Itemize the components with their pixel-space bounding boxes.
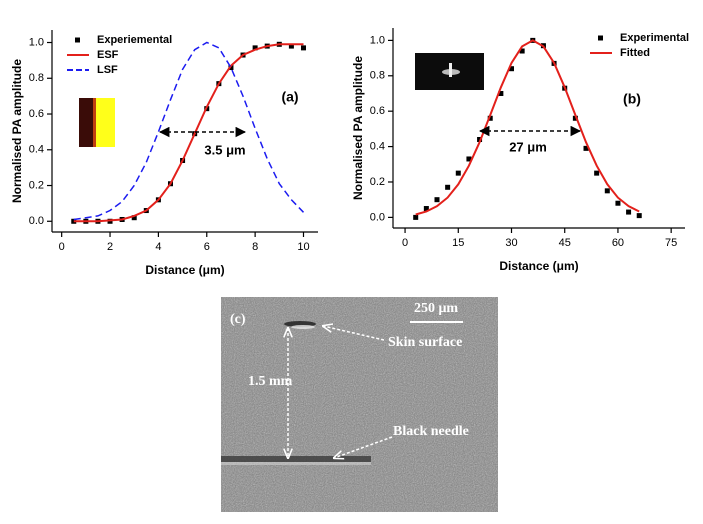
y-tick-label: 0.8 [29, 72, 44, 84]
legend-label: LSF [97, 64, 118, 76]
data-point [228, 65, 234, 71]
data-point [509, 66, 515, 72]
inset-image-a [79, 98, 115, 147]
series-line [73, 43, 304, 223]
data-point [519, 48, 525, 54]
y-tick-label: 0.2 [29, 179, 44, 191]
data-point [71, 218, 77, 224]
data-point [423, 206, 429, 212]
x-tick-label: 60 [612, 237, 624, 249]
data-point [445, 184, 451, 190]
y-tick-label: 0.6 [29, 108, 44, 120]
data-point [466, 156, 472, 162]
data-point [636, 213, 642, 219]
x-tick-label: 8 [252, 241, 258, 253]
surface-label: Skin surface [388, 335, 462, 350]
data-point [594, 170, 600, 176]
data-point [252, 45, 258, 51]
data-point [498, 90, 504, 96]
y-tick-label: 1.0 [29, 36, 44, 48]
y-tick-label: 0.6 [370, 105, 385, 117]
x-tick-label: 75 [665, 237, 677, 249]
data-point [434, 197, 440, 203]
x-tick-label: 0 [59, 241, 65, 253]
scale-bar-label: 250 μm [414, 301, 458, 316]
panel-label: (a) [281, 89, 298, 105]
legend-label: ESF [97, 49, 119, 61]
legend-marker [598, 35, 603, 41]
y-tick-label: 1.0 [370, 34, 385, 46]
panel-label: (b) [623, 91, 641, 107]
y-tick-label: 0.8 [370, 70, 385, 82]
legend-label: Experiemental [97, 34, 172, 46]
data-point [477, 137, 483, 143]
x-tick-label: 4 [155, 241, 161, 253]
image-panel: (c) 250 μm Skin surface 1.5 mm Black nee… [221, 297, 498, 512]
y-tick-label: 0.4 [29, 144, 44, 156]
x-tick-label: 45 [559, 237, 571, 249]
x-axis-label: Distance (μm) [145, 263, 224, 277]
y-tick-label: 0.2 [370, 176, 385, 188]
panel-label: (c) [230, 312, 246, 327]
data-point [487, 115, 493, 121]
legend-marker [75, 37, 80, 43]
inset-image-b [415, 53, 484, 90]
data-point [288, 43, 294, 49]
y-tick-label: 0.0 [370, 211, 385, 223]
series-line [415, 39, 640, 216]
data-point [131, 215, 137, 221]
annotation: 27 μm [509, 139, 547, 154]
x-tick-label: 2 [107, 241, 113, 253]
data-point [583, 145, 589, 151]
data-point [604, 188, 610, 194]
y-tick-label: 0.4 [370, 140, 385, 152]
legend-label: Experimental [620, 32, 689, 44]
data-point [626, 209, 632, 215]
x-tick-label: 6 [204, 241, 210, 253]
x-tick-label: 10 [297, 241, 309, 253]
data-point [615, 200, 621, 206]
legend-label: Fitted [620, 47, 650, 59]
y-tick-label: 0.0 [29, 215, 44, 227]
data-point [572, 115, 578, 121]
y-axis-label: Normalised PA amplitude [351, 56, 365, 200]
x-tick-label: 30 [505, 237, 517, 249]
depth-label: 1.5 mm [248, 374, 293, 389]
x-axis-label: Distance (μm) [499, 259, 578, 273]
series-line [73, 41, 305, 221]
data-point [413, 214, 419, 220]
y-axis-label: Normalised PA amplitude [10, 59, 24, 203]
data-point [455, 170, 461, 176]
x-tick-label: 0 [402, 237, 408, 249]
needle-label: Black needle [393, 424, 469, 439]
data-point [300, 45, 306, 51]
annotation: 3.5 μm [204, 142, 245, 157]
x-tick-label: 15 [452, 237, 464, 249]
